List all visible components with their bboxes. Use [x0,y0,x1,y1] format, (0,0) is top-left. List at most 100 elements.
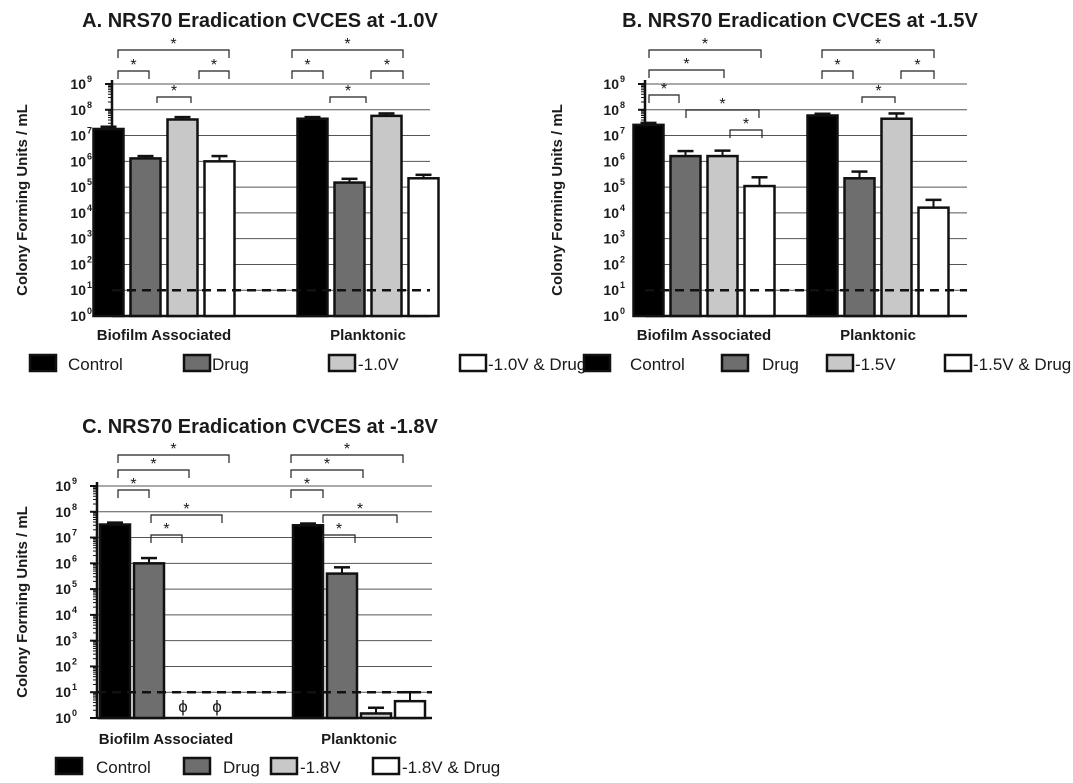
significance-bracket [117,454,230,463]
bar [843,177,876,318]
y-tick-label: 10 [55,633,71,649]
y-tick-label: 10 [70,76,86,92]
significance-star: * [344,36,350,53]
significance-bracket [117,70,150,79]
y-tick-exponent: 5 [72,579,77,589]
y-tick-label: 10 [70,308,86,324]
y-tick-label: 10 [55,555,71,571]
significance-bracket [290,489,324,498]
legend-swatch [371,756,401,776]
significance-bracket [370,70,404,79]
y-tick-label: 10 [55,658,71,674]
x-category-label: Biofilm Associated [99,731,233,748]
legend-label: Control [630,355,685,374]
significance-star: * [661,81,667,98]
significance-bracket [198,70,230,79]
bar [632,123,665,318]
legend-label: -1.0V & Drug [488,355,586,374]
bar [132,562,166,720]
y-tick-label: 10 [603,282,619,298]
significance-star: * [324,456,330,473]
bar [917,206,950,318]
significance-star: * [875,83,881,100]
y-tick-exponent: 4 [620,203,625,213]
legend-swatch [28,353,58,373]
y-tick-exponent: 3 [87,229,92,239]
significance-bracket [291,70,324,79]
y-tick-label: 10 [603,102,619,118]
significance-bracket [648,94,680,103]
significance-star: * [683,56,689,73]
legend-swatch [825,353,855,373]
y-tick-exponent: 8 [72,502,77,512]
y-tick-exponent: 5 [620,177,625,187]
significance-bracket [685,109,760,118]
legend-label: -1.5V & Drug [973,355,1071,374]
significance-star: * [384,57,390,74]
significance-bracket [290,469,364,478]
chart-title: A. NRS70 Eradication CVCES at -1.0V [82,10,438,32]
significance-star: * [344,441,350,458]
significance-star: * [171,83,177,100]
y-tick-label: 10 [70,205,86,221]
significance-bracket [117,489,150,498]
bar [203,160,236,318]
legend-swatch [943,353,973,373]
significance-star: * [875,36,881,53]
x-category-label: Planktonic [321,731,397,748]
legend-swatch [182,353,212,373]
chart-title: C. NRS70 Eradication CVCES at -1.8V [82,416,438,438]
y-tick-exponent: 9 [620,74,625,84]
significance-bracket [861,96,896,103]
significance-bracket [291,49,404,58]
legend-swatch [54,756,84,776]
y-tick-exponent: 0 [620,306,625,316]
y-tick-exponent: 7 [72,528,77,538]
y-tick-exponent: 8 [620,100,625,110]
y-tick-label: 10 [55,684,71,700]
significance-bracket [150,514,223,523]
y-tick-exponent: 6 [72,553,77,563]
significance-star: * [336,521,342,538]
significance-star: * [150,456,156,473]
legend-swatch [182,756,212,776]
y-tick-label: 10 [70,231,86,247]
y-tick-exponent: 2 [87,254,92,264]
y-tick-label: 10 [70,128,86,144]
bar [98,523,132,720]
y-axis-label: Colony Forming Units / mL [14,104,31,296]
legend-label: Drug [762,355,799,374]
significance-bracket [290,454,404,463]
y-tick-label: 10 [55,504,71,520]
y-tick-exponent: 6 [620,151,625,161]
legend-swatch [327,353,357,373]
no-growth-marker: ϕ [178,697,188,716]
y-tick-exponent: 3 [72,631,77,641]
significance-bracket [648,49,762,58]
significance-star: * [914,57,920,74]
y-tick-label: 10 [55,710,71,726]
significance-star: * [702,36,708,53]
x-category-label: Biofilm Associated [97,327,231,344]
legend-label: Drug [223,758,260,777]
legend-label: Drug [212,355,249,374]
significance-star: * [211,57,217,74]
significance-bracket [150,534,183,543]
significance-star: * [304,476,310,493]
y-tick-exponent: 9 [87,74,92,84]
bar [669,154,702,318]
y-tick-label: 10 [603,179,619,195]
legend-label: Control [96,758,151,777]
y-axis-label: Colony Forming Units / mL [549,104,566,296]
legend-swatch [720,353,750,373]
y-tick-label: 10 [70,282,86,298]
significance-bracket [821,70,854,79]
x-category-label: Planktonic [330,327,406,344]
y-tick-exponent: 9 [72,476,77,486]
significance-bracket [117,469,190,478]
legend-label: -1.8V & Drug [402,758,500,777]
significance-star: * [834,57,840,74]
y-axis-label: Colony Forming Units / mL [14,506,31,698]
significance-star: * [170,441,176,458]
